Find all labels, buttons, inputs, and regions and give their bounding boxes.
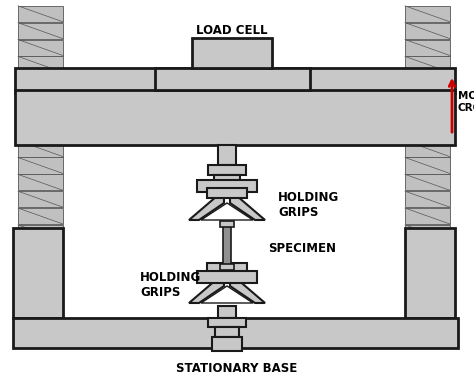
Bar <box>15 68 455 93</box>
Bar <box>18 90 63 106</box>
Bar <box>18 309 63 325</box>
Bar <box>405 107 450 123</box>
Bar <box>405 23 450 39</box>
Bar <box>405 309 450 325</box>
Polygon shape <box>189 273 224 303</box>
Bar <box>218 145 236 165</box>
Bar <box>405 56 450 72</box>
Bar <box>18 208 63 224</box>
Bar <box>18 6 63 22</box>
Bar <box>18 292 63 308</box>
Polygon shape <box>189 190 224 220</box>
Bar <box>405 6 450 22</box>
Bar <box>405 225 450 241</box>
Bar <box>197 180 257 192</box>
Bar <box>214 175 240 185</box>
Bar <box>18 191 63 207</box>
Bar <box>15 90 455 145</box>
Bar <box>18 73 63 89</box>
Bar <box>155 68 310 90</box>
Bar <box>18 158 63 174</box>
Bar <box>18 174 63 190</box>
Bar <box>405 292 450 308</box>
Bar <box>18 107 63 123</box>
Polygon shape <box>201 203 253 220</box>
Bar <box>405 158 450 174</box>
Bar <box>197 271 257 283</box>
Polygon shape <box>201 286 253 303</box>
Bar <box>18 56 63 72</box>
Bar <box>208 165 246 175</box>
Text: HOLDING
GRIPS: HOLDING GRIPS <box>140 271 201 299</box>
Bar <box>18 39 63 56</box>
Bar <box>220 264 234 270</box>
Bar <box>18 23 63 39</box>
Bar <box>405 90 450 106</box>
Bar <box>405 39 450 56</box>
Bar <box>405 326 450 342</box>
Bar <box>405 141 450 157</box>
Bar <box>13 318 458 348</box>
Bar <box>405 124 450 140</box>
Bar <box>18 225 63 241</box>
Bar <box>405 174 450 190</box>
Bar <box>405 73 450 89</box>
Text: HOLDING
GRIPS: HOLDING GRIPS <box>278 191 339 219</box>
Bar <box>405 208 450 224</box>
Bar <box>405 228 455 318</box>
Bar <box>405 258 450 275</box>
Polygon shape <box>230 190 265 220</box>
Bar <box>405 276 450 291</box>
Bar <box>192 38 272 68</box>
Bar <box>207 263 247 275</box>
Text: SPECIMEN: SPECIMEN <box>268 241 336 255</box>
Bar <box>18 124 63 140</box>
Bar <box>218 306 236 318</box>
Bar <box>223 224 231 267</box>
Bar <box>208 318 246 327</box>
Bar <box>18 258 63 275</box>
Bar <box>13 228 63 318</box>
Bar <box>18 276 63 291</box>
Bar <box>18 242 63 258</box>
Bar <box>220 221 234 227</box>
Polygon shape <box>230 273 265 303</box>
Bar <box>207 188 247 198</box>
Bar <box>18 326 63 342</box>
Bar <box>405 242 450 258</box>
Text: STATIONARY BASE: STATIONARY BASE <box>176 362 298 374</box>
Text: MOVING
CROSSHEAD: MOVING CROSSHEAD <box>458 91 474 113</box>
Text: LOAD CELL: LOAD CELL <box>196 23 268 36</box>
Bar <box>212 337 242 351</box>
Bar <box>405 191 450 207</box>
Bar <box>215 327 239 337</box>
Bar <box>18 141 63 157</box>
